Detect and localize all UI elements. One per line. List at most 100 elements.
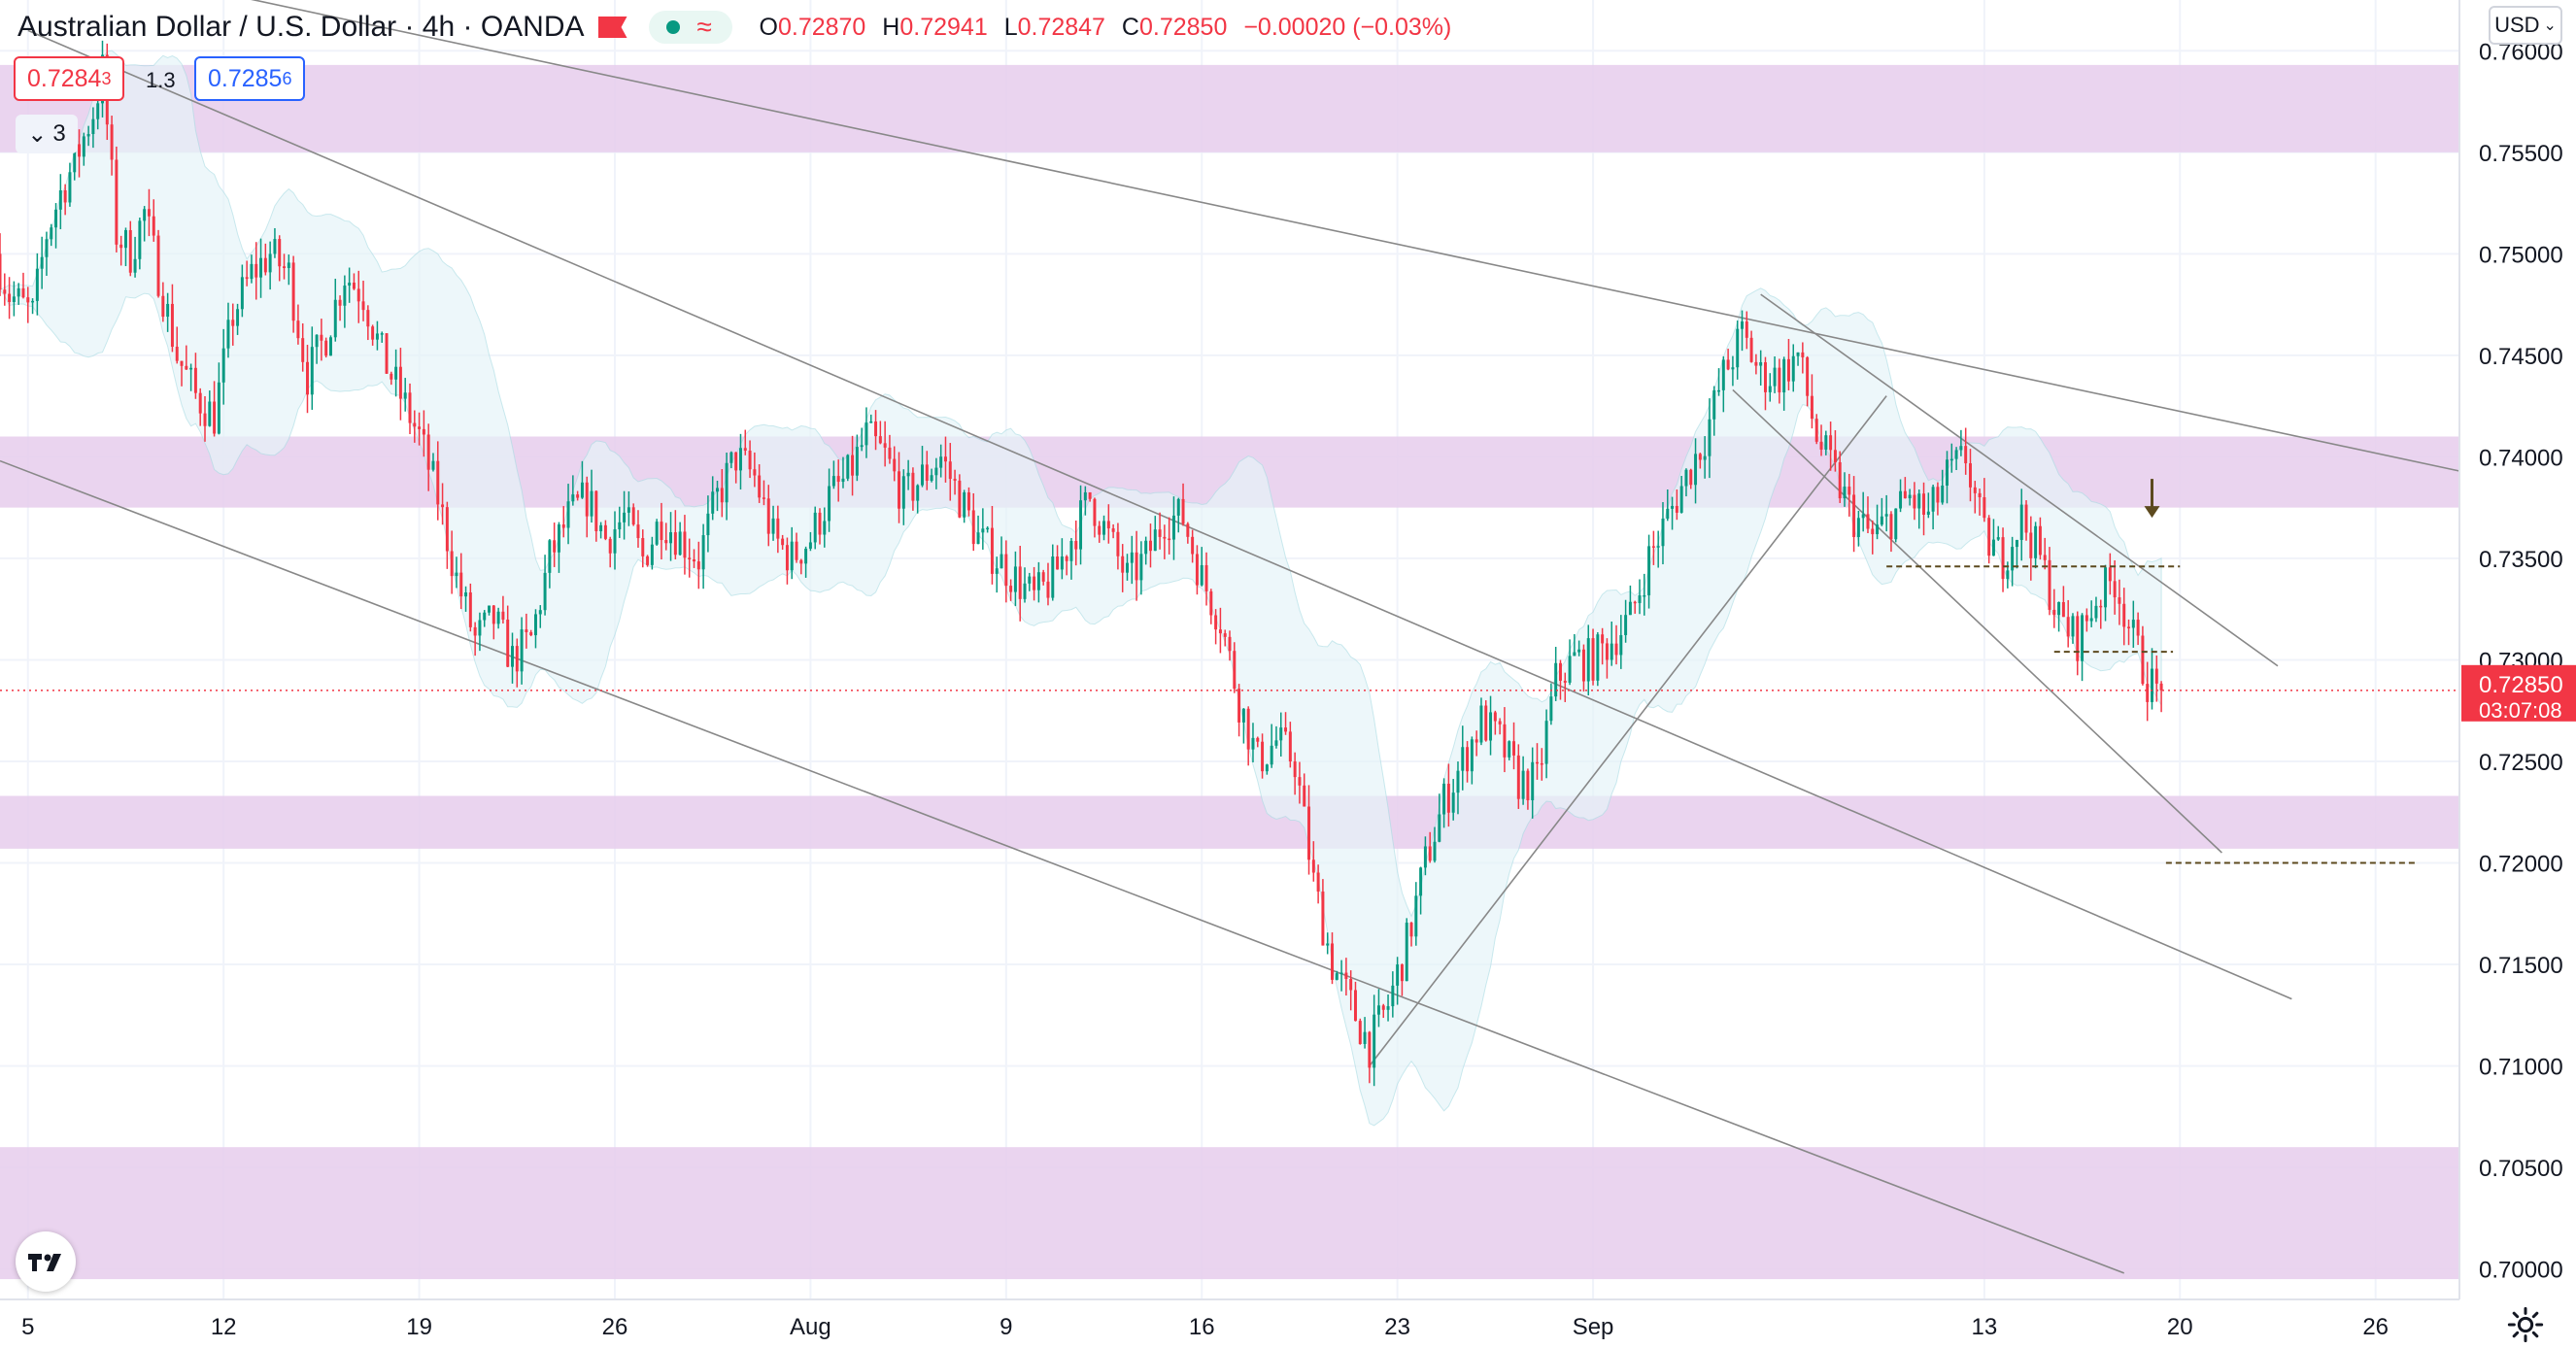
candle-body [73, 144, 77, 173]
tradingview-logo-icon[interactable] [16, 1231, 76, 1292]
candle-body [1544, 721, 1548, 764]
candle-body [1754, 361, 1758, 366]
candle-body [1880, 516, 1883, 525]
flag-icon[interactable] [597, 17, 627, 38]
open-value: 0.72870 [777, 13, 866, 41]
candle-body [408, 392, 412, 423]
candle-body [2151, 668, 2153, 702]
candle-body [320, 334, 323, 341]
candle-body [911, 472, 915, 501]
candle-body [1759, 362, 1763, 366]
candle-body [8, 293, 12, 302]
candle-body [813, 512, 817, 543]
candle-body [1847, 487, 1851, 495]
candle-body [1391, 985, 1395, 1007]
candle-body [799, 559, 803, 564]
sell-button[interactable]: 0.7284 3 [14, 56, 125, 101]
candle-body [50, 227, 53, 240]
candle-body [436, 460, 440, 505]
candle-body [1819, 441, 1823, 450]
candle-body [585, 482, 589, 517]
trendline [0, 459, 2125, 1274]
candle-body [296, 320, 300, 339]
candle-body [1651, 546, 1655, 548]
candle-body [1666, 508, 1670, 520]
candle-body [2043, 555, 2047, 560]
price-zone [0, 795, 2459, 849]
candle-body [580, 482, 584, 498]
symbol-title[interactable]: Australian Dollar / U.S. Dollar · 4h · O… [17, 11, 585, 43]
candle-body [1288, 731, 1292, 762]
gear-icon[interactable] [2506, 1305, 2545, 1344]
candle-body [655, 522, 659, 545]
candle-body [431, 460, 435, 470]
candle-body [426, 434, 430, 470]
candle-body [1861, 514, 1865, 519]
candle-body [548, 540, 552, 573]
candle-body [2131, 620, 2135, 628]
candle-body [590, 490, 593, 517]
candle-body [1466, 747, 1470, 772]
candle-body [841, 478, 845, 483]
candle-body [594, 490, 598, 531]
candle-body [1773, 367, 1777, 387]
candle-body [1004, 554, 1008, 587]
indicators-toggle-button[interactable]: ⌄ 3 [16, 115, 78, 153]
candle-body [1801, 352, 1805, 357]
currency-select[interactable]: USD ⌄ [2489, 6, 2562, 45]
candle-body [324, 340, 328, 356]
candle-body [1698, 454, 1702, 460]
candle-body [1079, 500, 1083, 550]
candle-body [1712, 389, 1716, 420]
candle-body [1270, 745, 1273, 765]
candle-body [1461, 747, 1465, 771]
candle-body [781, 538, 785, 546]
candlesticks [0, 40, 2163, 1087]
candle-body [906, 472, 910, 477]
candle-body [990, 527, 994, 574]
candle-body [1726, 359, 1730, 370]
candle-body [170, 303, 174, 348]
candle-body [828, 486, 831, 522]
candle-body [1814, 419, 1818, 442]
candle-body [1433, 841, 1437, 861]
candle-body [268, 253, 272, 273]
candle-body [1796, 352, 1800, 356]
candle-body [1251, 737, 1255, 750]
candle-body [627, 507, 630, 513]
candle-body [2001, 537, 2005, 580]
trendline [1732, 388, 2222, 854]
candle-body [138, 220, 142, 259]
market-status-pill[interactable]: ≈ [648, 11, 732, 44]
candle-body [166, 303, 170, 318]
buy-price-pip: 6 [282, 68, 292, 88]
close-label: C [1121, 13, 1139, 41]
candle-body [1959, 446, 1963, 451]
candle-body [1978, 492, 1982, 498]
candle-body [394, 366, 398, 380]
candle-body [1936, 487, 1940, 503]
candle-body [413, 422, 417, 427]
high-label: H [882, 13, 900, 41]
candle-body [1386, 1006, 1390, 1010]
candle-body [758, 475, 762, 498]
candle-body [1438, 814, 1441, 842]
candle-body [2104, 567, 2108, 608]
candle-body [958, 480, 962, 518]
candle-body [1889, 514, 1893, 540]
candle-body [1778, 367, 1781, 393]
candle-body [1233, 651, 1237, 690]
buy-button[interactable]: 0.7285 6 [194, 56, 306, 101]
candle-body [1581, 649, 1585, 682]
candle-body [1442, 783, 1446, 815]
candle-body [40, 256, 44, 269]
candle-body [1126, 562, 1129, 573]
candle-body [1130, 552, 1134, 563]
candle-body [693, 559, 696, 562]
candle-body [1400, 964, 1404, 982]
candle-body [1144, 540, 1148, 555]
candle-body [1926, 511, 1930, 515]
candle-body [1558, 662, 1562, 681]
candle-body [390, 373, 393, 380]
